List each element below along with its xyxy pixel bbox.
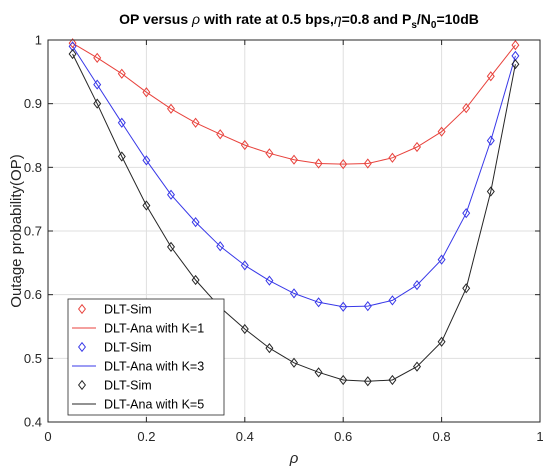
sim-marker: [117, 68, 126, 79]
sim-marker: [142, 155, 151, 166]
sim-marker: [290, 154, 298, 165]
sim-marker: [486, 186, 495, 197]
sim-marker: [363, 158, 372, 169]
sim-marker: [437, 126, 446, 137]
legend-label-ana: DLT-Ana with K=3: [104, 360, 204, 374]
sim-marker: [265, 148, 274, 159]
sim-marker: [167, 103, 175, 114]
sim-marker: [413, 141, 421, 153]
sim-marker: [462, 208, 471, 219]
x-tick-labels: 0 0.2 0.4 0.6 0.8 1: [44, 429, 543, 444]
y-tick-label: 1: [35, 33, 42, 48]
sim-marker: [388, 152, 397, 163]
sim-marker: [240, 139, 249, 151]
sim-marker: [68, 38, 77, 49]
y-tick-label: 0.9: [24, 96, 42, 111]
x-tick-label: 0: [44, 429, 51, 444]
sim-marker: [339, 301, 348, 312]
x-tick-label: 0.2: [137, 429, 155, 444]
sim-marker: [216, 129, 225, 140]
series-line-k3: [72, 46, 516, 308]
series-line-k1: [72, 42, 516, 165]
sim-marker: [93, 79, 102, 90]
axes-box: [47, 39, 541, 423]
y-tick-labels: 0.4 0.5 0.6 0.7 0.8 0.9 1: [24, 33, 42, 430]
legend-label-sim: DLT-Sim: [104, 303, 152, 317]
x-tick-label: 1: [536, 429, 543, 444]
y-tick-label: 0.7: [24, 224, 42, 239]
sim-marker: [290, 357, 298, 368]
sim-marker: [142, 87, 151, 98]
sim-marker: [265, 343, 274, 354]
sim-marker: [240, 323, 249, 335]
sim-marker: [191, 117, 200, 128]
sim-marker: [339, 374, 348, 386]
chart-title: OP versus ρ with rate at 0.5 bps,η=0.8 a…: [119, 11, 479, 31]
sim-marker: [388, 374, 397, 386]
y-tick-label: 0.5: [24, 351, 42, 366]
sim-marker: [314, 367, 323, 378]
sim-marker: [363, 376, 372, 387]
sim-marker: [68, 41, 77, 52]
sim-marker: [437, 336, 446, 347]
sim-marker: [486, 71, 495, 82]
sim-marker: [486, 135, 495, 146]
series-line-k5: [72, 53, 516, 382]
sim-marker: [240, 260, 249, 271]
y-axis-label: Outage probability(OP): [8, 154, 25, 307]
legend-box: [67, 298, 225, 416]
sim-marker: [314, 158, 323, 169]
sim-marker: [265, 275, 274, 286]
sim-marker: [413, 361, 421, 372]
sim-marker: [462, 283, 471, 294]
sim-marker: [511, 59, 520, 70]
sim-marker: [363, 301, 372, 312]
sim-marker: [290, 288, 298, 299]
sim-marker: [388, 295, 397, 306]
sim-marker: [511, 39, 520, 51]
sim-marker: [413, 280, 421, 291]
sim-marker: [93, 98, 102, 109]
simulation-markers: [68, 38, 520, 387]
x-tick-label: 0.4: [236, 429, 254, 444]
legend-marker-sim: [78, 303, 86, 315]
legend-marker-sim: [78, 341, 86, 353]
sim-marker: [142, 200, 151, 211]
sim-marker: [117, 117, 126, 128]
analytic-lines: [72, 42, 516, 382]
sim-marker: [462, 103, 471, 114]
legend-label-sim: DLT-Sim: [104, 379, 152, 393]
sim-marker: [167, 241, 175, 253]
y-tick-label: 0.8: [24, 160, 42, 175]
legend-label-ana: DLT-Ana with K=5: [104, 398, 204, 412]
sim-marker: [191, 216, 200, 228]
x-tick-label: 0.6: [334, 429, 352, 444]
sim-marker: [339, 159, 348, 170]
sim-marker: [117, 151, 126, 162]
x-tick-label: 0.8: [433, 429, 451, 444]
sim-marker: [68, 48, 77, 60]
legend: DLT-Sim DLT-Ana with K=1 DLT-Sim DLT-Ana wi…: [67, 298, 225, 416]
sim-marker: [216, 241, 225, 252]
sim-marker: [167, 189, 175, 200]
legend-marker-sim: [78, 379, 86, 391]
sim-marker: [437, 254, 446, 265]
sim-marker: [93, 52, 102, 63]
y-tick-label: 0.6: [24, 287, 42, 302]
legend-label-ana: DLT-Ana with K=1: [104, 322, 204, 336]
sim-marker: [314, 297, 323, 308]
sim-marker: [191, 274, 200, 286]
y-tick-label: 0.4: [24, 415, 42, 430]
x-axis-label: ρ: [289, 450, 299, 467]
legend-label-sim: DLT-Sim: [104, 341, 152, 355]
